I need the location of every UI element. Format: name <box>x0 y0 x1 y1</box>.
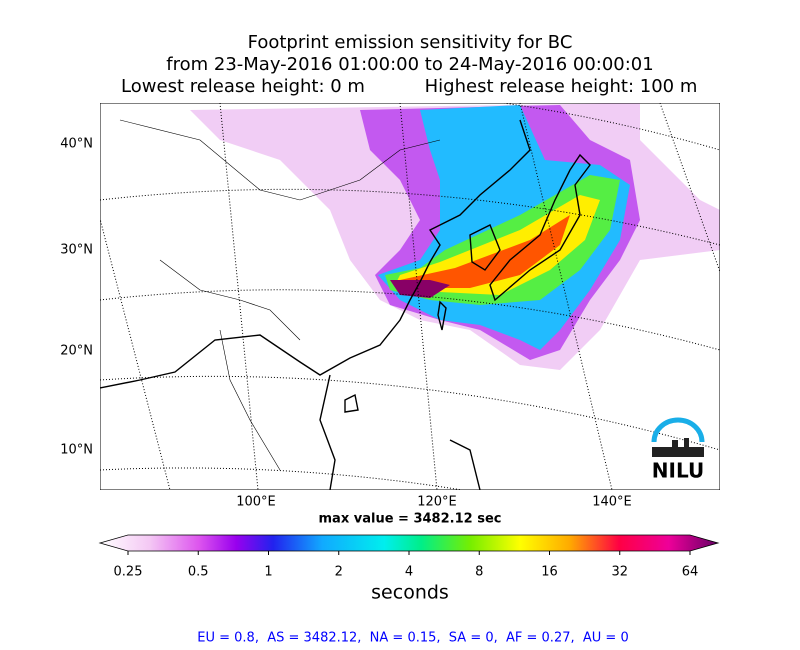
colorbar-tick-label: 2 <box>335 565 343 580</box>
lon-labels: 100°E 120°E 140°E <box>236 495 632 510</box>
title-line: Footprint emission sensitivity for BC <box>248 32 573 53</box>
lon-label: 140°E <box>592 495 632 510</box>
lat-label: 10°N <box>60 443 93 458</box>
title-line: from 23-May-2016 01:00:00 to 24-May-2016… <box>166 54 653 75</box>
colorbar-tick-label: 1 <box>264 565 272 580</box>
colorbar-tick-label: 16 <box>541 565 558 580</box>
colorbar-tick-label: 0.5 <box>188 565 209 580</box>
release-highest: Highest release height: 100 m <box>425 76 698 97</box>
lon-label: 100°E <box>236 495 276 510</box>
colorbar: 0.25 0.5 1 2 4 8 16 32 64 <box>98 534 720 580</box>
colorbar-tick-label: 8 <box>475 565 483 580</box>
lat-label: 20°N <box>60 344 93 359</box>
max-value: max value = 3482.12 sec <box>319 512 502 527</box>
lat-label: 40°N <box>60 137 93 152</box>
footer-stats: EU = 0.8, AS = 3482.12, NA = 0.15, SA = … <box>197 631 628 646</box>
colorbar-tick-label: 32 <box>611 565 628 580</box>
logo-text: NILU <box>652 459 704 483</box>
nilu-logo: NILU <box>651 417 705 483</box>
lat-labels: 40°N 30°N 20°N 10°N <box>60 137 93 458</box>
lat-label: 30°N <box>60 243 93 258</box>
map <box>100 103 720 490</box>
release-lowest: Lowest release height: 0 m <box>121 76 365 97</box>
lon-label: 120°E <box>417 495 457 510</box>
colorbar-tick-label: 64 <box>682 565 699 580</box>
colorbar-tick-label: 4 <box>405 565 413 580</box>
colorbar-tick-label: 0.25 <box>114 565 143 580</box>
colorbar-label: seconds <box>371 582 449 604</box>
